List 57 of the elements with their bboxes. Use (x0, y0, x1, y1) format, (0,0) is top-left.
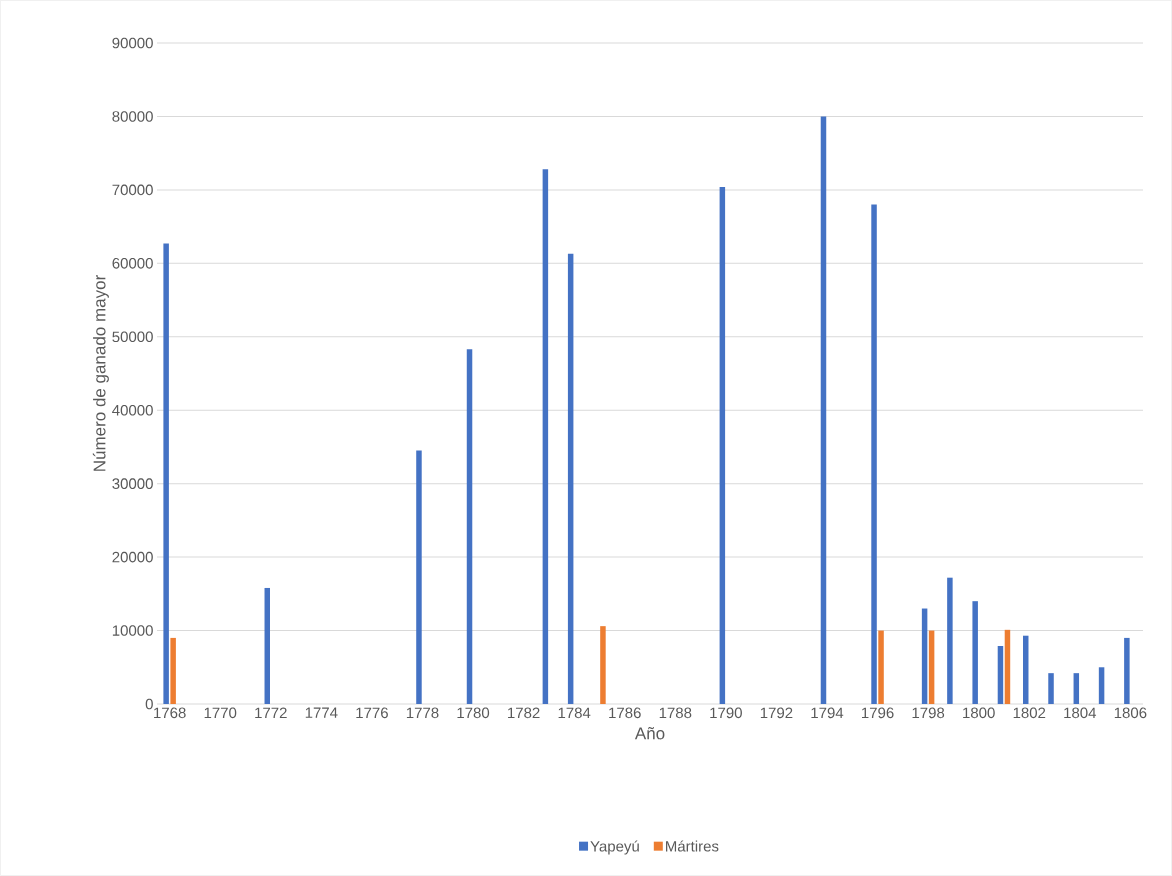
bar (921, 608, 928, 704)
bar (997, 645, 1004, 704)
y-tick-label: 20000 (112, 551, 153, 563)
y-tick-label: 90000 (112, 37, 153, 49)
y-tick-label: 40000 (112, 404, 153, 416)
bar (820, 116, 827, 704)
x-tick-label: 1772 (255, 707, 287, 719)
bar (264, 587, 271, 704)
bar (1004, 629, 1011, 704)
x-tick-label: 1790 (710, 707, 742, 719)
bar (871, 204, 877, 704)
legend-label: Yapeyú (590, 840, 639, 855)
x-tick-label: 1770 (204, 707, 237, 719)
bar (972, 601, 978, 704)
x-tick-label: 1800 (963, 707, 995, 719)
bar (1048, 673, 1054, 704)
y-tick-label: 10000 (112, 625, 153, 636)
bar (719, 186, 726, 704)
y-tick-label: 60000 (112, 258, 153, 269)
x-tick-label: 1798 (912, 707, 945, 719)
x-tick-label: 1778 (406, 707, 439, 719)
bar (542, 169, 549, 704)
bar (947, 577, 953, 704)
x-tick-label: 1782 (508, 707, 540, 719)
y-tick-label: 80000 (112, 111, 153, 122)
legend-label: Mártires (666, 840, 719, 852)
x-tick-label: 1776 (356, 707, 388, 719)
y-axis-title: Número de ganado mayor (92, 275, 109, 471)
x-axis-title: Año (634, 727, 665, 740)
x-tick-label: 1802 (1013, 707, 1046, 719)
x-tick-label: 1804 (1064, 707, 1097, 719)
bar (163, 243, 169, 704)
x-tick-label: 1768 (154, 707, 186, 719)
y-tick-label: 30000 (112, 478, 153, 489)
x-tick-label: 1784 (558, 707, 591, 719)
x-tick-label: 1796 (862, 707, 894, 719)
x-tick-label: 1780 (457, 707, 490, 719)
bar (567, 253, 574, 704)
x-tick-label: 1792 (760, 707, 793, 719)
bar (1022, 635, 1029, 704)
bar (1124, 637, 1130, 704)
bar (878, 630, 884, 704)
bar (928, 630, 935, 704)
x-tick-label: 1794 (811, 707, 844, 719)
bar (466, 349, 473, 704)
x-tick-label: 1786 (609, 707, 641, 719)
bar (416, 450, 422, 704)
x-tick-label: 1788 (659, 707, 692, 719)
bar (600, 626, 606, 704)
x-tick-label: 1806 (1114, 707, 1147, 719)
bar (1098, 667, 1105, 704)
bar (1073, 673, 1080, 704)
y-tick-label: 50000 (112, 331, 153, 343)
y-tick-label: 70000 (112, 184, 153, 196)
y-tick-label: 0 (145, 698, 153, 710)
bar (170, 637, 176, 704)
x-tick-label: 1774 (305, 707, 338, 718)
